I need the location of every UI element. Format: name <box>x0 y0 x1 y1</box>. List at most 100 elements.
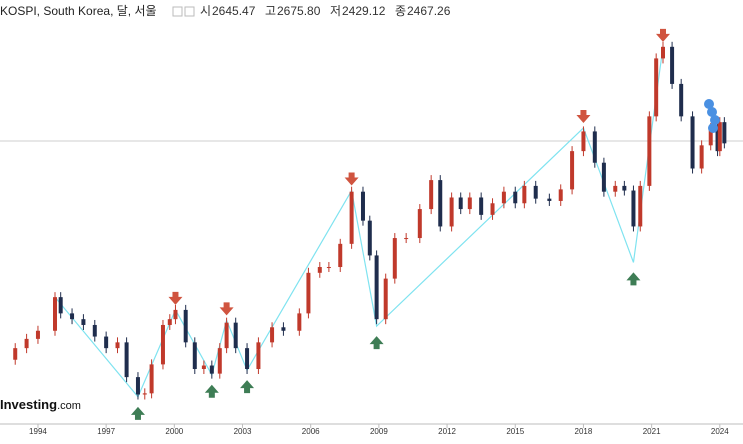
trough-arrow <box>626 272 641 286</box>
candle <box>281 327 286 331</box>
trough-arrow <box>130 406 145 420</box>
candle <box>233 322 238 349</box>
x-tick-label: 2006 <box>302 427 320 436</box>
candle <box>70 313 75 320</box>
candle <box>581 131 586 152</box>
candle <box>490 203 495 215</box>
candle <box>35 330 40 339</box>
candle <box>209 365 214 374</box>
x-tick-label: 2003 <box>234 427 252 436</box>
x-tick-label: 2021 <box>643 427 661 436</box>
candle <box>349 191 354 244</box>
candle <box>715 127 720 152</box>
candle <box>392 238 397 279</box>
quote-key: 고 <box>265 4 276 18</box>
candle <box>360 191 365 221</box>
event-marker <box>708 123 718 133</box>
header-bg <box>0 0 743 26</box>
candle <box>53 297 58 331</box>
quote-value: 2467.26 <box>407 4 451 18</box>
peak-arrow <box>344 172 359 186</box>
trough-arrow <box>369 336 384 350</box>
x-tick-label: 2015 <box>506 427 524 436</box>
event-markers <box>704 99 720 133</box>
candle <box>124 342 129 378</box>
candle <box>660 46 665 59</box>
candle <box>708 127 713 146</box>
peak-arrow <box>168 291 183 305</box>
candle <box>467 197 472 210</box>
x-tick-label: 2012 <box>438 427 456 436</box>
quote-value: 2429.12 <box>342 4 386 18</box>
candle <box>92 324 97 337</box>
candle <box>317 267 322 273</box>
candle <box>522 185 527 204</box>
x-tick-label: 2018 <box>575 427 593 436</box>
peak-arrow <box>576 109 591 123</box>
candle <box>374 255 379 320</box>
brand: Investing.com <box>0 397 81 412</box>
icon[interactable] <box>184 6 195 17</box>
candle <box>479 197 484 215</box>
candle <box>513 191 518 204</box>
candle <box>638 185 643 227</box>
candle <box>458 197 463 210</box>
candle <box>404 238 409 240</box>
candle <box>167 319 172 325</box>
peak-arrow <box>655 28 670 42</box>
candle <box>338 243 343 268</box>
quote-key: 종 <box>395 4 406 18</box>
candle <box>245 348 250 370</box>
quote-key: 시 <box>200 4 211 18</box>
candle <box>592 131 597 163</box>
zigzag-line <box>54 46 664 398</box>
candle <box>558 189 563 201</box>
candle <box>173 309 178 320</box>
x-tick-label: 1997 <box>97 427 115 436</box>
candle <box>326 267 331 269</box>
peak-arrow <box>219 302 234 316</box>
candle <box>438 180 443 227</box>
candle <box>149 364 154 394</box>
candle <box>417 209 422 239</box>
candle <box>58 297 63 314</box>
candle <box>654 58 659 117</box>
trough-arrow <box>240 380 255 394</box>
candle <box>570 151 575 190</box>
plot <box>13 28 727 420</box>
quote: 시 2645.47 고 2675.80 저 2429.12 종 2467.26 <box>200 4 451 18</box>
candle <box>115 342 120 349</box>
candle <box>547 198 552 201</box>
candle <box>142 393 147 395</box>
candle <box>13 348 18 360</box>
candle <box>449 197 454 227</box>
candle <box>501 191 506 204</box>
x-tick-label: 2009 <box>370 427 388 436</box>
candle <box>622 185 627 191</box>
candle <box>104 336 109 349</box>
candle <box>183 309 188 343</box>
x-tick-label: 2000 <box>165 427 183 436</box>
candle <box>601 162 606 192</box>
candle <box>647 116 652 186</box>
candle <box>383 278 388 320</box>
brand-suffix: .com <box>57 400 81 412</box>
quote-value: 2675.80 <box>277 4 321 18</box>
x-tick-label: 1994 <box>29 427 47 436</box>
candle <box>367 220 372 256</box>
brand-name: Investing <box>0 397 57 412</box>
candle <box>717 122 722 152</box>
candle <box>429 180 434 210</box>
candle <box>81 319 86 325</box>
candle <box>24 338 29 349</box>
candle <box>670 46 675 84</box>
x-tick-label: 2024 <box>711 427 729 436</box>
candle <box>679 83 684 117</box>
candle <box>217 348 222 374</box>
event-marker <box>707 107 717 117</box>
candle <box>699 145 704 169</box>
candle <box>192 342 197 370</box>
icon[interactable] <box>172 6 183 17</box>
